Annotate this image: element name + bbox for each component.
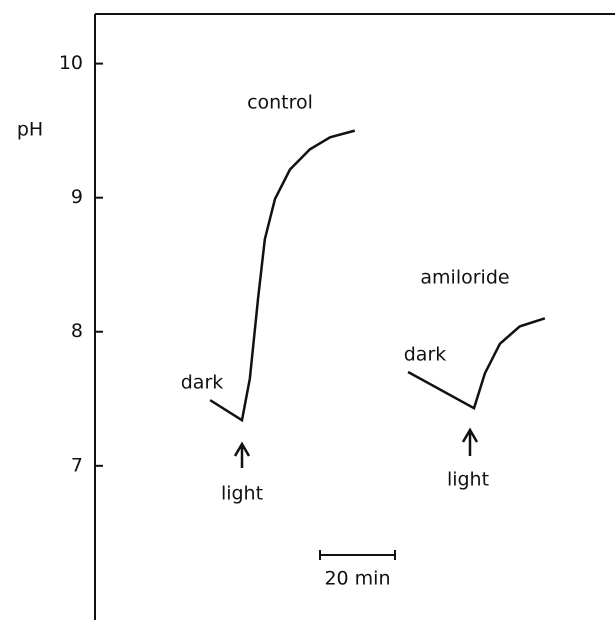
y-tick-label: 8 bbox=[71, 320, 83, 342]
annotation: light bbox=[221, 483, 263, 505]
arrow bbox=[233, 441, 251, 468]
series-label: control bbox=[247, 92, 313, 114]
scale-bar-label: 20 min bbox=[324, 568, 390, 590]
line bbox=[209, 129, 356, 423]
y-tick-label: 9 bbox=[71, 186, 83, 208]
y-axis-label: pH bbox=[17, 119, 43, 141]
y-tick-label: 10 bbox=[59, 52, 83, 74]
scale-bar bbox=[319, 550, 396, 560]
arrow bbox=[461, 427, 479, 456]
annotation: dark bbox=[404, 344, 447, 366]
series-label: amiloride bbox=[420, 267, 509, 289]
annotation: dark bbox=[181, 372, 224, 394]
y-tick-label: 7 bbox=[71, 454, 83, 476]
line bbox=[407, 317, 546, 410]
annotation: light bbox=[447, 469, 489, 491]
